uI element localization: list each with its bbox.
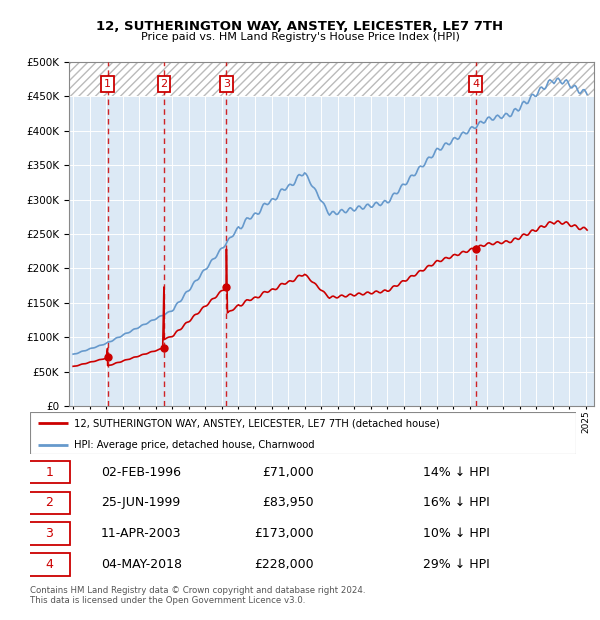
FancyBboxPatch shape: [30, 412, 576, 454]
Text: HPI: Average price, detached house, Charnwood: HPI: Average price, detached house, Char…: [74, 440, 314, 450]
Text: 1: 1: [104, 79, 111, 89]
Text: 12, SUTHERINGTON WAY, ANSTEY, LEICESTER, LE7 7TH: 12, SUTHERINGTON WAY, ANSTEY, LEICESTER,…: [97, 20, 503, 33]
Text: Contains HM Land Registry data © Crown copyright and database right 2024.
This d: Contains HM Land Registry data © Crown c…: [30, 586, 365, 605]
Text: 14% ↓ HPI: 14% ↓ HPI: [423, 466, 490, 479]
Text: 16% ↓ HPI: 16% ↓ HPI: [423, 497, 490, 510]
FancyBboxPatch shape: [29, 523, 70, 545]
Text: 04-MAY-2018: 04-MAY-2018: [101, 558, 182, 571]
Text: 1: 1: [45, 466, 53, 479]
Text: 10% ↓ HPI: 10% ↓ HPI: [423, 527, 490, 540]
Text: £173,000: £173,000: [254, 527, 314, 540]
Text: 11-APR-2003: 11-APR-2003: [101, 527, 181, 540]
Text: £228,000: £228,000: [254, 558, 314, 571]
Text: 25-JUN-1999: 25-JUN-1999: [101, 497, 180, 510]
Text: 2: 2: [45, 497, 53, 510]
Text: £83,950: £83,950: [262, 497, 314, 510]
Text: 2: 2: [160, 79, 167, 89]
FancyBboxPatch shape: [29, 492, 70, 514]
Text: 3: 3: [45, 527, 53, 540]
Text: 12, SUTHERINGTON WAY, ANSTEY, LEICESTER, LE7 7TH (detached house): 12, SUTHERINGTON WAY, ANSTEY, LEICESTER,…: [74, 418, 439, 428]
Text: 29% ↓ HPI: 29% ↓ HPI: [423, 558, 490, 571]
Text: Price paid vs. HM Land Registry's House Price Index (HPI): Price paid vs. HM Land Registry's House …: [140, 32, 460, 42]
Text: 4: 4: [45, 558, 53, 571]
FancyBboxPatch shape: [29, 461, 70, 484]
Text: 3: 3: [223, 79, 230, 89]
Text: 4: 4: [472, 79, 479, 89]
Text: 02-FEB-1996: 02-FEB-1996: [101, 466, 181, 479]
Text: £71,000: £71,000: [262, 466, 314, 479]
FancyBboxPatch shape: [29, 553, 70, 575]
